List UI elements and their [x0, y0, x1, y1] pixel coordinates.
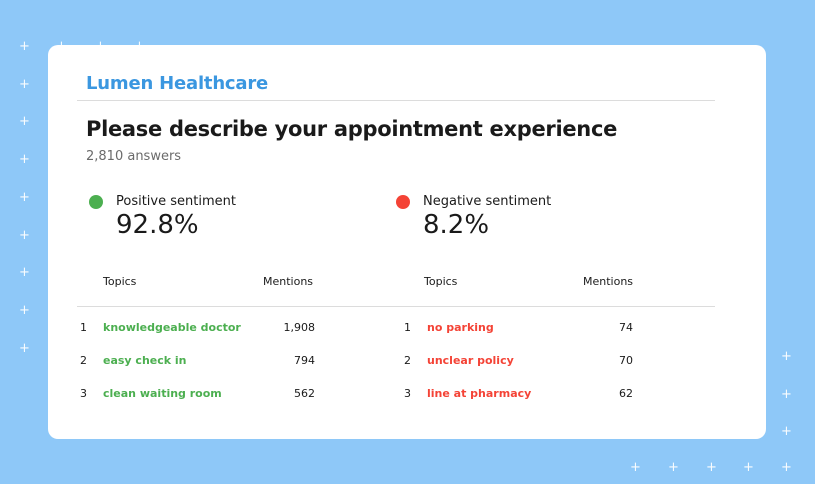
- plus-decoration-icon: +: [19, 190, 30, 205]
- positive-topics-header: Topics: [103, 275, 137, 288]
- plus-decoration-icon: +: [19, 77, 30, 92]
- negative-topics-header: Topics: [424, 275, 458, 288]
- negative-sentiment-value: 8.2%: [423, 210, 490, 240]
- survey-card: Lumen Healthcare Please describe your ap…: [48, 45, 766, 439]
- plus-decoration-icon: +: [781, 460, 792, 475]
- plus-decoration-icon: +: [19, 114, 30, 129]
- topic-link[interactable]: unclear policy: [427, 354, 514, 367]
- header-divider: [77, 100, 715, 101]
- plus-decoration-icon: +: [706, 460, 717, 475]
- question-title: Please describe your appointment experie…: [86, 117, 618, 141]
- plus-decoration-icon: +: [781, 387, 792, 402]
- rank-number: 1: [404, 321, 411, 334]
- negative-sentiment-label: Negative sentiment: [423, 194, 552, 209]
- mentions-count: 1,908: [283, 321, 316, 334]
- rank-number: 3: [404, 387, 411, 400]
- plus-decoration-icon: +: [743, 460, 754, 475]
- brand-title: Lumen Healthcare: [86, 73, 269, 94]
- topic-link[interactable]: line at pharmacy: [427, 387, 532, 400]
- plus-decoration-icon: +: [19, 341, 30, 356]
- plus-decoration-icon: +: [781, 424, 792, 439]
- negative-mentions-header: Mentions: [583, 275, 634, 288]
- positive-sentiment-value: 92.8%: [116, 210, 199, 240]
- plus-decoration-icon: +: [19, 228, 30, 243]
- rank-number: 3: [80, 387, 87, 400]
- rank-number: 2: [80, 354, 87, 367]
- plus-decoration-icon: +: [19, 303, 30, 318]
- mentions-count: 794: [294, 354, 315, 367]
- plus-decoration-icon: +: [19, 39, 30, 54]
- mentions-count: 562: [294, 387, 315, 400]
- topic-link[interactable]: knowledgeable doctor: [103, 321, 241, 334]
- positive-indicator-icon: [89, 195, 103, 209]
- positive-mentions-header: Mentions: [263, 275, 314, 288]
- plus-decoration-icon: +: [781, 349, 792, 364]
- plus-decoration-icon: +: [19, 152, 30, 167]
- positive-sentiment-label: Positive sentiment: [116, 194, 236, 209]
- negative-indicator-icon: [396, 195, 410, 209]
- answer-count: 2,810 answers: [86, 149, 182, 164]
- rank-number: 2: [404, 354, 411, 367]
- topic-link[interactable]: clean waiting room: [103, 387, 222, 400]
- rank-number: 1: [80, 321, 87, 334]
- topic-link[interactable]: easy check in: [103, 354, 187, 367]
- mentions-count: 62: [619, 387, 633, 400]
- mentions-count: 70: [619, 354, 633, 367]
- mentions-count: 74: [619, 321, 633, 334]
- plus-decoration-icon: +: [630, 460, 641, 475]
- topic-link[interactable]: no parking: [427, 321, 494, 334]
- plus-decoration-icon: +: [668, 460, 679, 475]
- table-divider: [77, 306, 715, 307]
- plus-decoration-icon: +: [19, 265, 30, 280]
